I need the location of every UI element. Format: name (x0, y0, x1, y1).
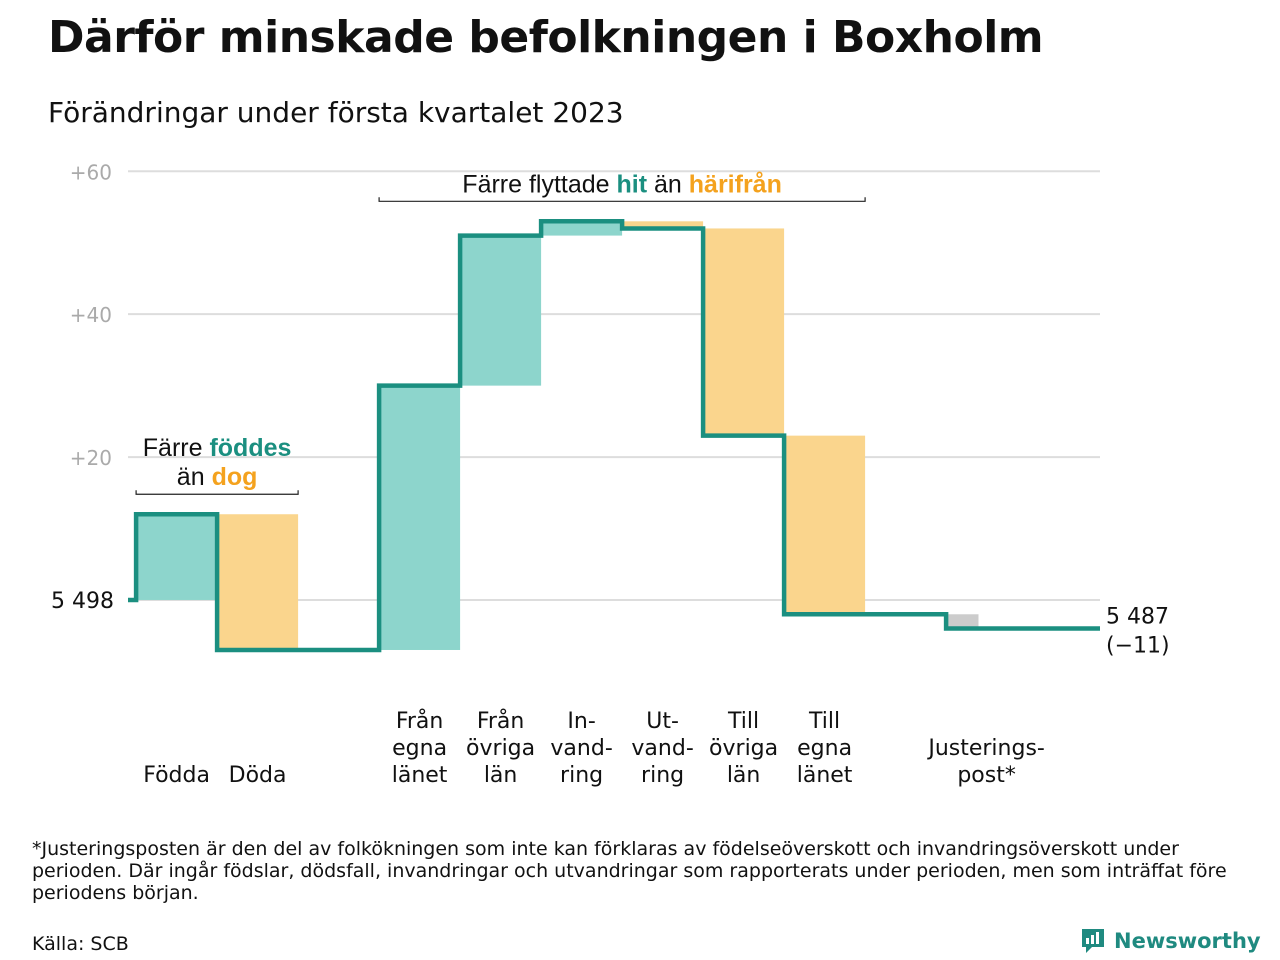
annotation-fragment: än (177, 463, 212, 491)
y-tick-label: +40 (70, 303, 112, 327)
annotation-bracket (135, 490, 299, 495)
annotation-text: Färre föddes (143, 434, 292, 462)
category-label: Till övriga län (709, 709, 779, 788)
y-tick-label: +20 (70, 446, 112, 470)
bar (703, 228, 785, 436)
bar (136, 514, 218, 600)
bar (784, 435, 866, 615)
category-label: Döda (228, 763, 287, 788)
annotation-text: Färre flyttade hit än härifrån (462, 170, 782, 198)
chart-title: Därför minskade befolkningen i Boxholm (48, 12, 1044, 63)
annotation-fragment: föddes (209, 434, 291, 462)
y-tick-label: +60 (70, 160, 112, 184)
annotation-fragment: hit (617, 170, 648, 198)
annotation-fragment: än (647, 170, 689, 198)
annotation-fragment: härifrån (689, 170, 782, 198)
end-value-label: 5 487 (1106, 605, 1169, 630)
annotation-bracket (378, 197, 866, 202)
bar (946, 614, 979, 629)
bar (217, 514, 299, 650)
footnote: *Justeringsposten är den del av folkökni… (32, 838, 1227, 904)
annotation-fragment: Färre (143, 434, 210, 462)
brand-name: Newsworthy (1114, 929, 1261, 953)
annotation-fragment: dog (212, 463, 258, 491)
category-label: Till egna länet (796, 709, 853, 788)
category-label: Från egna länet (391, 709, 448, 788)
cumulative-step-line (128, 219, 1100, 653)
category-label: Justerings- post* (928, 736, 1045, 788)
bar (541, 221, 623, 236)
brand-logo: Newsworthy (1080, 927, 1261, 955)
source: Källa: SCB (32, 933, 129, 955)
start-value-label: 5 498 (51, 589, 114, 614)
bar (622, 221, 704, 229)
gridlines: +60 +40 +20 (70, 160, 1100, 601)
chart-subtitle: Förändringar under första kvartalet 2023 (48, 96, 624, 129)
annotation-text: än dog (177, 463, 258, 491)
bar (379, 385, 461, 650)
bar (460, 235, 542, 386)
bars (136, 221, 979, 650)
newsworthy-logo-icon (1082, 929, 1104, 953)
category-label: Ut- vand- ring (631, 709, 694, 788)
end-change-label: (−11) (1106, 634, 1170, 659)
annotation-fragment: Färre flyttade (462, 170, 616, 198)
category-label: Födda (143, 763, 210, 788)
category-label: In- vand- ring (550, 709, 613, 788)
category-label: Från övriga län (466, 709, 536, 788)
